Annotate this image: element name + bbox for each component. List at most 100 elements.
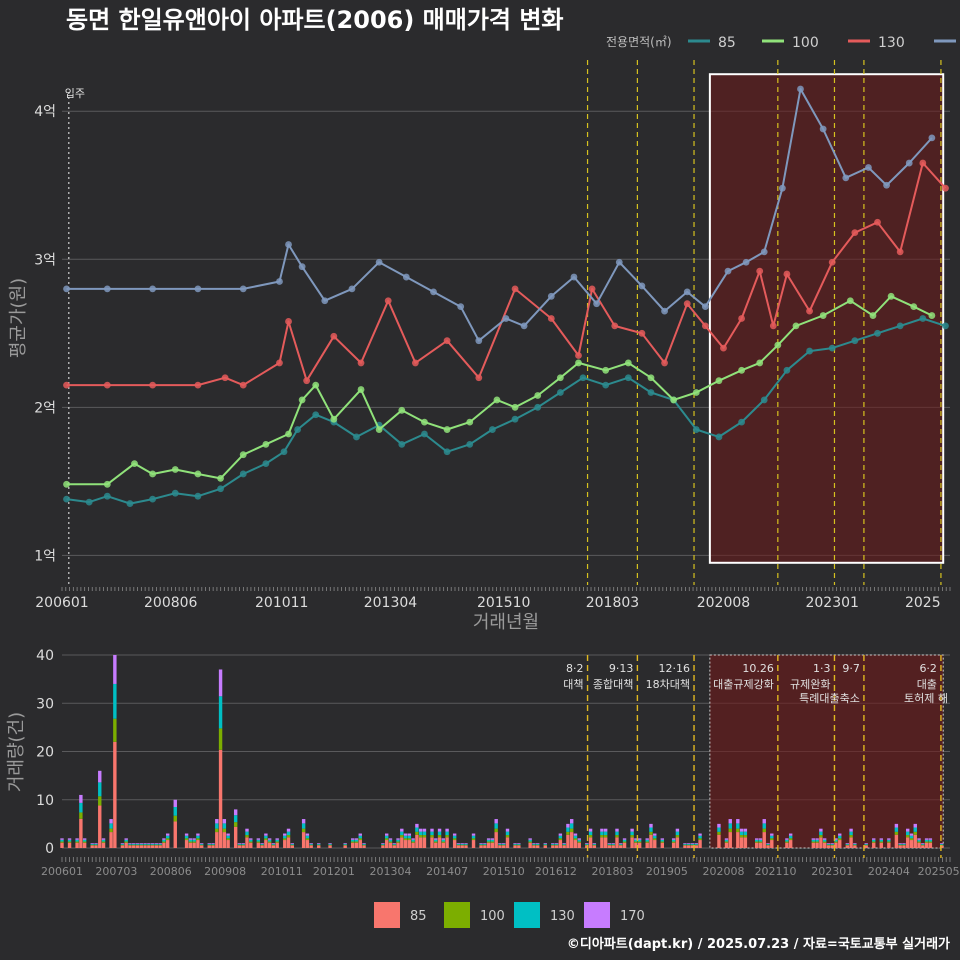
volume-bar [275,838,279,840]
volume-bar [362,845,366,848]
volume-bar [913,827,917,832]
volume-bar [132,844,136,846]
volume-bar [887,842,891,848]
series-point-170 [502,315,510,322]
volume-bar [196,838,200,841]
volume-bar [407,838,412,841]
volume-bar [222,832,227,848]
volume-bar [849,828,853,832]
volume-bar [739,837,744,848]
volume-bar [173,821,177,848]
volume-bar [166,840,170,848]
volume-bar [630,835,634,838]
volume-bar [290,844,295,846]
volume-bar [192,839,196,842]
volume-bar [143,844,147,846]
volume-bar [660,838,665,840]
volume-bar [226,835,230,839]
volume-bar [743,831,748,836]
volume-bar [698,835,702,839]
volume-bar [502,843,506,844]
legend-label-130: 130 [878,35,905,51]
volume-bar [388,839,393,842]
volume-bar [218,669,223,697]
event-text: 규제완화 [790,678,830,691]
volume-bar [834,842,838,848]
volume-bar [619,844,623,846]
volume-x-tick-label: 201510 [483,865,525,878]
volume-bar [290,843,295,844]
series-point-130 [638,329,646,337]
volume-bar [630,837,634,848]
volume-bar [694,845,698,848]
volume-bar [939,843,944,844]
volume-bar [67,838,72,840]
volume-bar [260,843,264,844]
volume-bar [517,844,521,846]
volume-bar [75,841,79,843]
series-point-170 [865,164,872,171]
volume-bar [687,844,691,846]
volume-bar [486,839,491,842]
volume-x-tick-label: 202008 [702,865,744,878]
series-point-170 [239,285,247,293]
volume-bar [619,843,623,844]
volume-bar [675,831,680,836]
volume-bar [502,843,506,845]
volume-bar [536,844,540,846]
volume-bar [845,845,850,848]
volume-bar [588,835,593,838]
volume-bar [551,843,555,844]
volume-bar [849,831,853,836]
volume-bar [135,843,140,844]
volume-bar [241,843,245,844]
series-point-85 [919,315,927,322]
volume-bar [637,839,642,842]
volume-bar [917,842,921,848]
volume-bar [864,843,868,844]
volume-bar [286,835,291,838]
volume-bar [403,838,408,841]
volume-x-tick-label: 201905 [646,865,688,878]
volume-bar [199,845,204,848]
volume-bar [845,844,850,846]
volume-bar [411,838,415,840]
volume-bar [532,843,536,845]
series-point-170 [149,285,157,293]
volume-bar [592,844,597,846]
volume-bar [275,841,279,843]
series-point-85 [149,495,157,503]
volume-bar [928,839,933,842]
volume-bar [154,843,159,845]
volume-bar [79,802,83,813]
volume-bar [343,844,347,846]
volume-bar [464,845,468,848]
volume-bar [766,845,770,848]
volume-bar [90,843,94,845]
volume-bar [736,828,740,833]
series-point-170 [683,288,691,296]
volume-bar [82,841,87,843]
volume-bar [173,815,177,822]
series-point-130 [588,285,596,293]
volume-bar [815,841,819,843]
volume-bar [471,835,476,839]
volume-bar [415,834,419,848]
x-tick-label: 201803 [586,595,639,611]
volume-bar [207,845,211,848]
volume-bar [271,843,276,844]
series-point-100 [398,406,406,414]
volume-bar [199,843,204,845]
volume-bar [381,844,385,846]
volume-bar [211,845,215,848]
event-date: 12·16 [659,662,691,675]
volume-bar [554,843,559,844]
volume-bar [637,842,642,848]
volume-bar [872,842,876,848]
volume-bar [906,831,910,836]
volume-bar [460,843,464,844]
volume-bar [101,839,106,842]
volume-bar [271,843,276,845]
volume-bar [822,842,827,848]
volume-bar [906,837,910,848]
